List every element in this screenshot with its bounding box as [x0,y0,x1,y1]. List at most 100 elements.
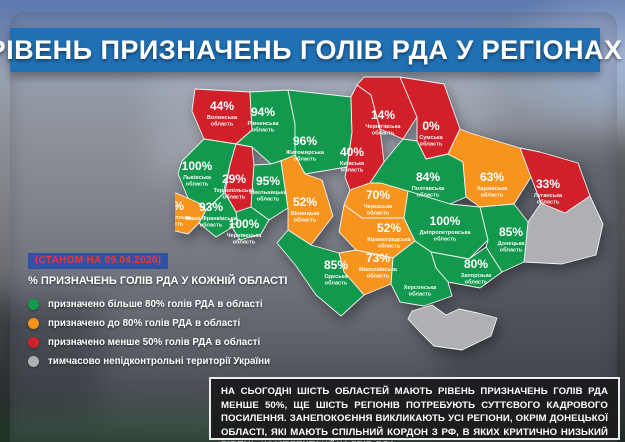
region-name-label: Закарпатська [175,215,192,221]
region-name-label: Волинська [207,115,238,121]
region-name-label: область [372,130,395,137]
region-chernivtsi [229,206,270,241]
region-name-label: Херсонська [404,285,438,291]
region-name-label: область [186,181,209,188]
region-value-label: 40% [340,145,364,159]
region-name-label: область [325,280,348,287]
region-name-label: область [420,141,443,148]
legend-item-label: тимчасово непідконтрольні території Укра… [48,356,271,367]
region-name-label: Запорізька [461,273,492,279]
region-value-label: 29% [222,172,246,186]
region-name-label: Полтавська [412,186,445,192]
region-name-label: область [294,217,317,224]
region-name-label: область [434,236,457,243]
region-value-label: 93% [199,200,223,214]
region-name-label: Чернігівська [365,124,401,130]
region-value-label: 44% [210,99,234,113]
footnote-text: НА СЬОГОДНІ ШІСТЬ ОБЛАСТЕЙ МАЮТЬ РІВЕНЬ … [221,386,608,442]
region-kherson [390,240,453,307]
legend-swatch-red-icon [28,337,39,348]
region-name-label: область [233,239,256,246]
region-name-label: Сумська [419,135,443,141]
region-value-label: 85% [324,258,348,272]
region-value-label: 33% [536,177,560,191]
uncontrolled-territories [407,195,604,351]
region-value-label: 100% [430,214,461,228]
region-name-label: область [500,247,523,254]
region-value-label: 52% [293,195,317,209]
legend-item: призначено менше 50% голів РДА в області [28,337,263,348]
legend-item: призначено до 80% голів РДА в області [28,318,263,329]
region-name-label: Донецька [498,241,526,247]
legend-item-label: призначено до 80% голів РДА в області [48,318,241,329]
background-blur [0,415,230,442]
region-value-label: 61% [175,199,184,213]
legend-swatch-gray-icon [28,356,39,367]
region-name-label: Черкаська [364,204,394,210]
legend-swatch-orange-icon [28,318,39,329]
legend-subtitle: % ПРИЗНАЧЕНЬ ГОЛІВ РДА У КОЖНІЙ ОБЛАСТІ [28,275,288,287]
footnote-panel: НА СЬОГОДНІ ШІСТЬ ОБЛАСТЕЙ МАЮТЬ РІВЕНЬ … [209,377,620,442]
region-name-label: Кіровоградська [367,237,411,243]
legend-item: тимчасово непідконтрольні території Укра… [28,356,270,367]
region-name-label: область [341,167,364,174]
region-odesa [276,229,365,317]
region-name-label: Миколаївська [359,267,398,273]
region-value-label: 94% [251,105,275,119]
region-name-label: область [252,127,275,134]
region-value-label: 80% [464,257,488,271]
region-name-label: область [378,243,401,250]
region-name-label: область [409,291,432,298]
region-value-label: 52% [377,221,401,235]
region-luhansk [519,147,591,214]
region-name-label: Тернопільська [214,188,256,194]
region-name-label: Вінницька [291,211,320,217]
as-of-badge: (СТАНОМ НА 09.04.2020) [28,253,169,269]
region-name-label: Харківська [477,186,508,192]
legend: (СТАНОМ НА 09.04.2020) % ПРИЗНАЧЕНЬ ГОЛІ… [28,250,288,375]
region-name-label: область [367,210,390,217]
region-chernihiv [356,76,418,140]
region-value-label: 85% [499,225,523,239]
region-name-label: область [257,196,280,203]
ukraine-choropleth-map: 44%Волинськаобласть94%Рівненськаобласть9… [175,76,604,351]
region-name-label: область [211,121,234,128]
oblast-regions [175,76,591,317]
region-name-label: Луганська [534,193,563,199]
region-value-label: 100% [182,159,213,173]
region-donetsk [479,203,529,273]
legend-item-label: призначено менше 50% голів РДА в області [48,337,261,348]
uncontrolled-territory-crimea [407,304,498,351]
region-value-label: 73% [366,251,390,265]
region-value-label: 14% [371,108,395,122]
region-name-label: Одеська [324,274,348,280]
region-name-label: Дніпропетровська [420,230,472,236]
region-name-label: Івано-Франківська [185,216,237,222]
region-name-label: область [367,273,390,280]
region-name-label: Житомирська [285,150,325,156]
region-kharkiv [447,128,532,208]
title-banner: РІВЕНЬ ПРИЗНАЧЕНЬ ГОЛІВ РДА У РЕГІОНАХ [0,28,622,72]
region-value-label: 70% [366,188,390,202]
oblast-labels: 44%Волинськаобласть94%Рівненськаобласть9… [175,99,563,298]
region-value-label: 84% [416,170,440,184]
region-name-label: Рівненська [247,121,279,127]
region-name-label: Чернівецька [227,233,263,239]
region-name-label: область [481,192,504,199]
region-vinnytsia [280,154,334,246]
region-name-label: Львівська [183,175,212,181]
region-value-label: 0% [422,119,440,133]
region-value-label: 95% [256,174,280,188]
legend-item-label: призначено більше 80% голів РДА в област… [48,299,263,310]
region-value-label: 100% [229,217,260,231]
region-name-label: Хмельницька [249,190,287,196]
region-name-label: Київська [340,161,365,167]
legend-rows: призначено більше 80% голів РДА в област… [28,299,270,367]
legend-item: призначено більше 80% голів РДА в област… [28,299,263,310]
region-name-label: область [537,199,560,206]
region-name-label: область [417,192,440,199]
region-zakarpattia [175,192,207,235]
region-value-label: 96% [293,134,317,148]
region-name-label: область [465,279,488,286]
